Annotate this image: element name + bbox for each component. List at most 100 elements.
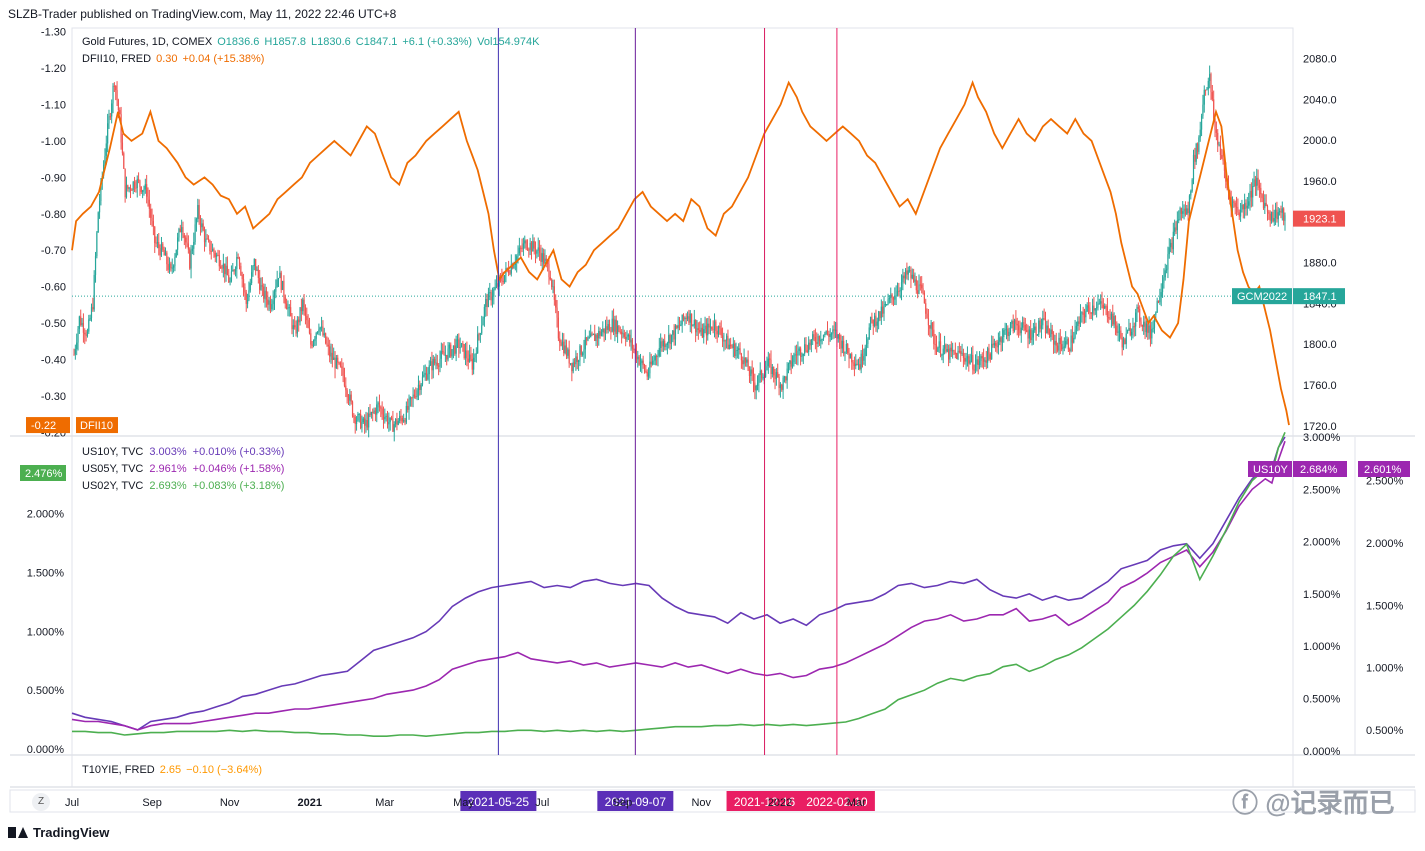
- candle-body: [489, 292, 491, 294]
- candle-body: [610, 331, 612, 333]
- candle-body: [1284, 215, 1286, 221]
- candle-body: [904, 270, 907, 279]
- zoom-reset-button[interactable]: Z: [32, 793, 50, 811]
- candle-body: [693, 319, 695, 326]
- candle-body: [587, 337, 589, 341]
- yield-far-right-axis-tick: 2.000%: [1366, 538, 1404, 550]
- candle-body: [493, 289, 495, 297]
- candle-body: [1262, 198, 1265, 209]
- candle-body: [1065, 341, 1067, 347]
- candle-body: [439, 358, 441, 367]
- candle-body: [1005, 328, 1008, 330]
- dfii10-legend-item: +0.04 (+15.38%): [183, 53, 265, 65]
- candle-body: [450, 344, 452, 357]
- candle-body: [555, 299, 557, 308]
- t10yie-legend-item: 2.65: [160, 764, 181, 776]
- candle-body: [517, 253, 519, 257]
- yield-far-right-axis-tick: 0.500%: [1366, 725, 1404, 737]
- candle-body: [1030, 329, 1032, 341]
- candle-body: [621, 331, 623, 335]
- candle-body: [1100, 301, 1102, 304]
- candle-body: [767, 358, 769, 367]
- candle-body: [950, 347, 952, 352]
- candle-body: [397, 420, 399, 425]
- candle-body: [520, 247, 522, 249]
- candle-body: [672, 330, 674, 335]
- candle-body: [320, 326, 323, 328]
- candle-body: [538, 247, 541, 253]
- candle-body: [580, 345, 582, 355]
- candle-body: [432, 358, 434, 371]
- candle-body: [302, 299, 304, 312]
- candle-body: [86, 331, 89, 336]
- candle-body: [588, 337, 590, 339]
- candle-body: [843, 340, 845, 354]
- candle-body: [466, 350, 468, 359]
- candle-body: [198, 205, 200, 220]
- yield-right-axis-tick: 1.000%: [1303, 641, 1341, 653]
- gold-axis-tick: 1960.0: [1303, 176, 1337, 188]
- gold-axis-tick: 1800.0: [1303, 339, 1337, 351]
- yield-left-axis-tick: 2.000%: [27, 509, 65, 521]
- candle-body: [1176, 220, 1178, 231]
- candle-body: [1203, 89, 1205, 105]
- candle-body: [1016, 323, 1018, 326]
- candle-body: [128, 187, 130, 189]
- us10y-value-tag-text: 2.684%: [1300, 464, 1338, 476]
- candle-body: [242, 279, 245, 287]
- candle-body: [695, 319, 697, 333]
- candle-body: [934, 343, 936, 346]
- candle-body: [688, 316, 690, 323]
- candle-body: [360, 413, 362, 429]
- gold-axis-tick: 2080.0: [1303, 54, 1337, 66]
- candle-body: [1191, 179, 1193, 192]
- candle-body: [1042, 318, 1044, 326]
- candle-body: [318, 329, 320, 332]
- tradingview-logo-icon: [8, 827, 28, 838]
- candle-body: [1246, 205, 1248, 209]
- candle-body: [1094, 308, 1096, 311]
- candle-body: [339, 362, 342, 367]
- yield-legend-name: US02Y, TVC: [82, 480, 143, 492]
- candle-body: [104, 155, 106, 165]
- gold-price-tag: [1293, 210, 1345, 227]
- candle-body: [1011, 320, 1013, 324]
- candle-body: [567, 349, 569, 356]
- candle-body: [748, 370, 751, 377]
- candle-body: [525, 240, 527, 249]
- candle-body: [540, 252, 542, 262]
- candle-body: [403, 420, 405, 422]
- candle-body: [941, 354, 943, 356]
- candle-body: [1024, 324, 1026, 331]
- candle-body: [372, 411, 374, 413]
- candle-body: [848, 353, 850, 359]
- candle-body: [716, 330, 718, 335]
- candle-body: [498, 277, 500, 287]
- candle-body: [1250, 191, 1252, 198]
- candle-body: [931, 322, 934, 330]
- time-axis-tick: 2022: [768, 797, 792, 809]
- candle-body: [434, 358, 436, 364]
- candle-body: [325, 333, 327, 344]
- candle-body: [1183, 208, 1185, 212]
- candle-body: [292, 325, 294, 330]
- candle-body: [1218, 144, 1220, 146]
- candle-body: [288, 307, 290, 309]
- candle-body: [545, 258, 547, 261]
- candle-body: [353, 415, 355, 418]
- candle-body: [1231, 201, 1234, 209]
- candle-body: [544, 258, 546, 264]
- candle-body: [93, 274, 95, 310]
- candle-body: [641, 360, 643, 364]
- gold-price-tag: [1293, 288, 1345, 305]
- candle-body: [646, 371, 648, 377]
- candle-body: [94, 256, 97, 275]
- candle-body: [350, 394, 352, 402]
- candle-body: [322, 326, 324, 336]
- candle-body: [92, 307, 94, 310]
- candle-body: [442, 351, 444, 353]
- candle-body: [413, 394, 416, 397]
- candle-body: [1106, 306, 1108, 318]
- candle-body: [113, 85, 115, 87]
- candle-body: [147, 196, 149, 200]
